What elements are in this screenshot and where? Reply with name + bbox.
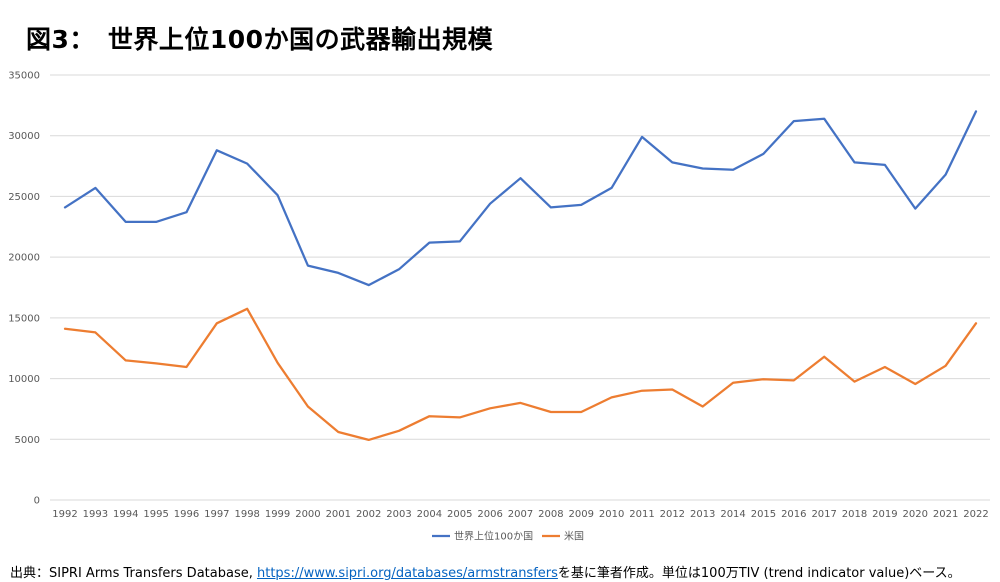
x-tick-label: 2004: [417, 509, 442, 520]
x-tick-label: 2019: [872, 509, 897, 520]
x-axis-labels: 1992 1993 1994 1995 1996 1997 1998 1999 2000 2001…: [52, 509, 988, 520]
chart-title: 図3： 世界上位100か国の武器輸出規模: [26, 25, 494, 54]
x-tick-label: 1999: [265, 509, 290, 520]
legend-label: 世界上位100か国: [454, 530, 533, 543]
source-link[interactable]: https://www.sipri.org/databases/armstran…: [256, 566, 558, 581]
x-tick-label: 2002: [356, 509, 381, 520]
x-tick-label: 1992: [52, 509, 77, 520]
x-tick-label: 2008: [538, 509, 563, 520]
x-tick-label: 1998: [234, 509, 259, 520]
series-line-2: [63, 307, 978, 442]
x-tick-label: 2012: [660, 509, 685, 520]
x-tick-label: 2001: [326, 509, 351, 520]
x-tick-label: 2013: [690, 509, 715, 520]
x-tick-label: 2020: [903, 509, 928, 520]
y-tick-label: 35000: [8, 71, 40, 82]
x-tick-label: 2014: [720, 509, 745, 520]
y-tick-label: 25000: [8, 192, 40, 203]
x-tick-label: 2016: [781, 509, 806, 520]
source-prefix: 出典：SIPRI Arms Transfers Database,: [10, 566, 253, 581]
x-tick-label: 1994: [113, 509, 138, 520]
source-suffix: を基に筆者作成。単位は100万TIV (trend indicator valu…: [557, 566, 961, 581]
y-tick-label: 0: [34, 496, 40, 507]
y-axis-labels: 0 5000 10000 15000 20000 25000 30000 35000: [8, 71, 40, 507]
series-lines: [63, 110, 978, 442]
y-tick-label: 30000: [8, 131, 40, 142]
series-line-1: [63, 110, 978, 287]
x-tick-label: 2007: [508, 509, 533, 520]
x-tick-label: 2000: [295, 509, 320, 520]
x-tick-label: 1995: [143, 509, 168, 520]
legend-label: 米国: [564, 530, 584, 543]
x-tick-label: 2010: [599, 509, 624, 520]
x-tick-label: 1993: [83, 509, 108, 520]
x-tick-label: 2022: [963, 509, 988, 520]
y-tick-label: 5000: [15, 435, 40, 446]
x-tick-label: 2003: [386, 509, 411, 520]
x-tick-label: 2011: [629, 509, 654, 520]
x-tick-label: 2018: [842, 509, 867, 520]
y-tick-label: 20000: [8, 253, 40, 264]
x-tick-label: 1996: [174, 509, 199, 520]
x-tick-label: 2015: [751, 509, 776, 520]
source-note: 出典：SIPRI Arms Transfers Database, https:…: [10, 562, 961, 581]
x-tick-label: 2017: [811, 509, 836, 520]
legend: 世界上位100か国 米国: [432, 530, 584, 543]
x-tick-label: 2005: [447, 509, 472, 520]
x-tick-label: 2021: [933, 509, 958, 520]
x-tick-label: 2006: [477, 509, 502, 520]
x-tick-label: 2009: [569, 509, 594, 520]
y-tick-label: 10000: [8, 374, 40, 385]
x-tick-label: 1997: [204, 509, 229, 520]
gridlines: [50, 74, 990, 501]
y-tick-label: 15000: [8, 313, 40, 324]
